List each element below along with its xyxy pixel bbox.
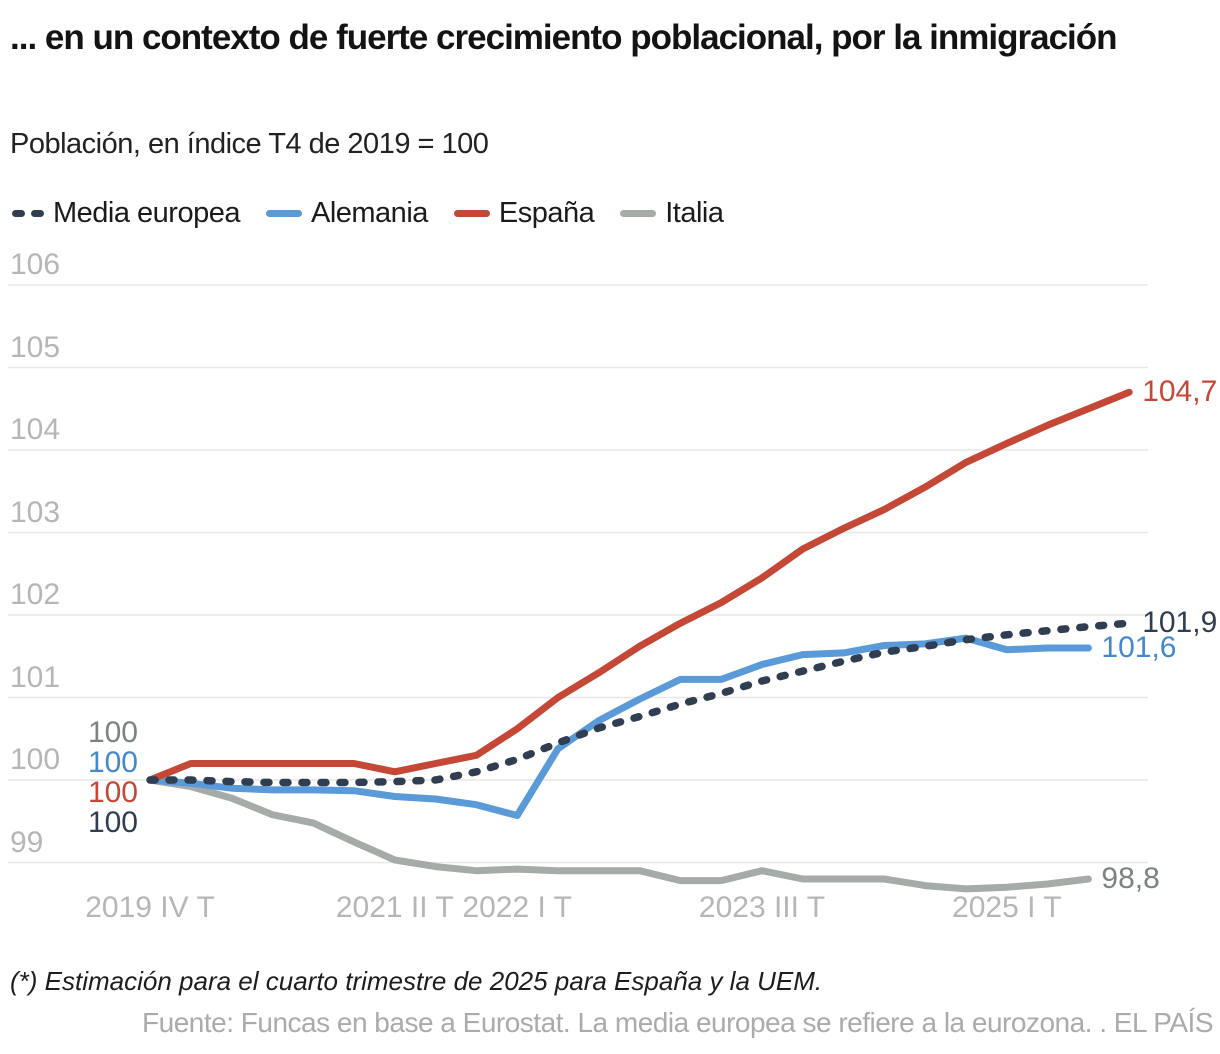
chart-title: ... en un contexto de fuerte crecimiento… xyxy=(10,18,1118,57)
legend-label-italia: Italia xyxy=(665,197,724,229)
legend-item-media-europea: Media europea xyxy=(12,197,240,230)
end-value-label-espana: 104,7 xyxy=(1142,375,1218,409)
y-axis-tick-104: 104 xyxy=(10,413,61,446)
series-line-media-europea xyxy=(146,619,1133,787)
y-axis-tick-103: 103 xyxy=(10,495,61,529)
y-axis-tick-101: 101 xyxy=(10,660,61,694)
x-axis-tick-2019-iv-t: 2019 IV T xyxy=(85,891,215,924)
end-value-label-media-europea: 101,9 xyxy=(1142,606,1218,640)
start-value-label-media-europea: 100 xyxy=(87,806,138,839)
x-axis-tick-2023-iii-t: 2023 III T xyxy=(698,891,826,924)
y-axis-tick-105: 105 xyxy=(10,330,61,364)
legend-item-alemania: Alemania xyxy=(265,197,428,230)
chart-footnote: (*) Estimación para el cuarto trimestre … xyxy=(10,966,823,996)
dashed-line-swatch-media-europea xyxy=(12,210,44,217)
legend-label-alemania: Alemania xyxy=(310,197,428,229)
y-axis-tick-106: 106 xyxy=(10,248,61,281)
end-value-label-italia: 98,8 xyxy=(1101,862,1160,895)
y-axis-tick-102: 102 xyxy=(10,578,61,611)
line-swatch-italia xyxy=(620,210,657,217)
chart-subtitle: Población, en índice T4 de 2019 = 100 xyxy=(10,128,489,160)
series-line-alemania xyxy=(146,634,1092,819)
legend-label-espana: España xyxy=(498,197,595,229)
start-value-label-alemania: 100 xyxy=(87,746,138,779)
chart-source: Fuente: Funcas en base a Eurostat. La me… xyxy=(142,1007,1213,1038)
legend-item-italia: Italia xyxy=(620,197,724,230)
line-swatch-alemania xyxy=(265,210,302,217)
y-axis-tick-100: 100 xyxy=(10,743,61,776)
x-axis-tick-2021-ii-t: 2021 II T xyxy=(335,891,454,924)
x-axis-tick-2025-i-t: 2025 I T xyxy=(952,891,1062,924)
start-value-label-espana: 100 xyxy=(87,776,138,809)
series-line-espana xyxy=(146,388,1133,784)
line-swatch-espana xyxy=(453,210,490,217)
y-axis-tick-99: 99 xyxy=(10,825,44,859)
end-value-label-alemania: 101,6 xyxy=(1101,631,1177,664)
legend-item-espana: España xyxy=(453,197,595,230)
legend-label-media-europea: Media europea xyxy=(53,197,240,229)
chart-legend: Media europea Alemania España Italia xyxy=(12,197,724,230)
x-axis-tick-2022-i-t: 2022 I T xyxy=(462,891,572,924)
series-line-italia xyxy=(146,776,1092,893)
start-value-label-italia: 100 xyxy=(87,716,138,749)
